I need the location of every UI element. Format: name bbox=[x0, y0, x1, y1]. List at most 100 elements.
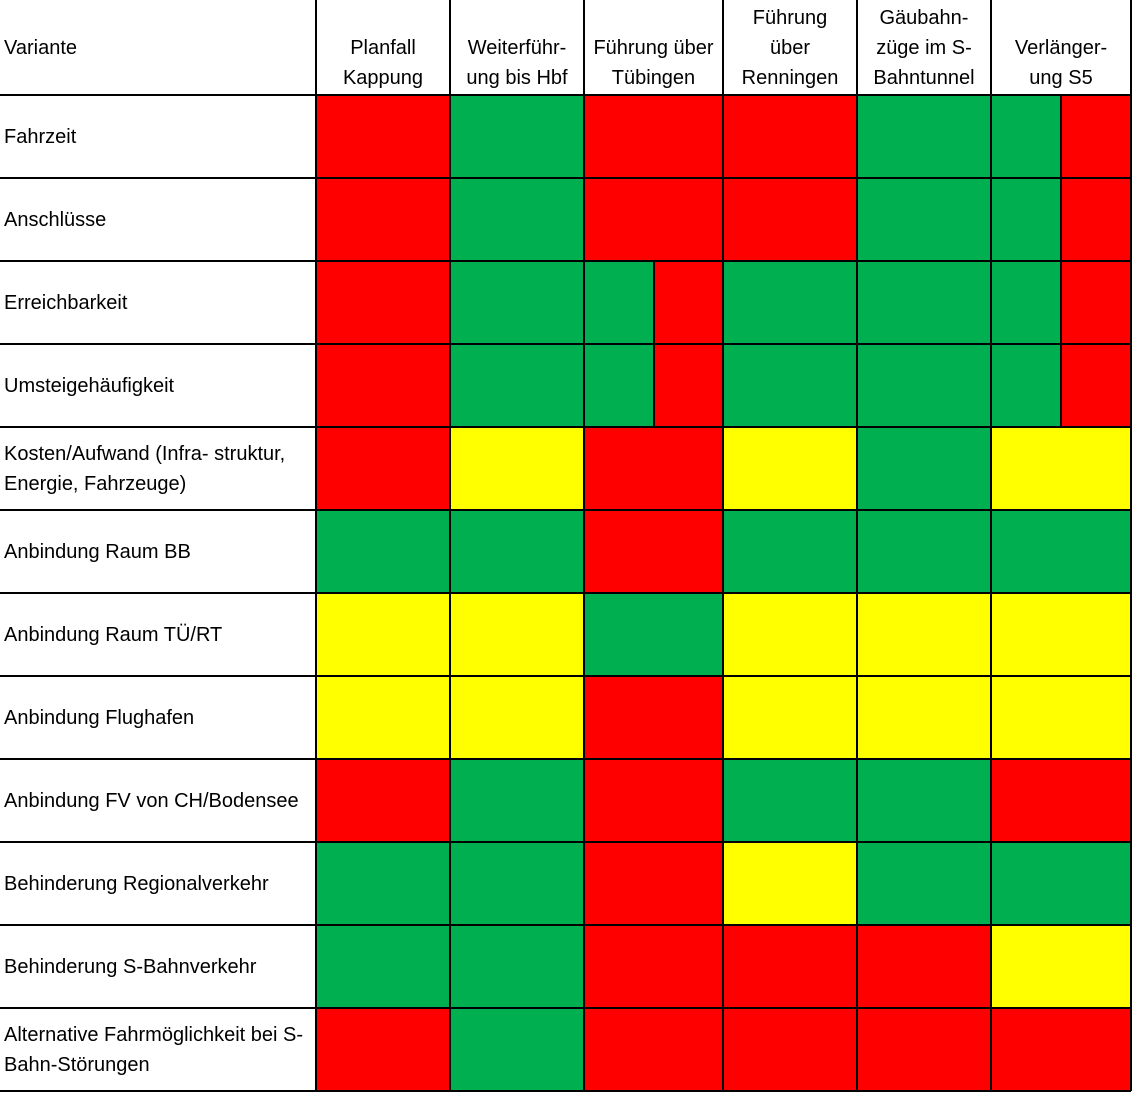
rating-cell-red bbox=[316, 344, 450, 427]
column-header-label: Gäubahn- züge im S- Bahntunnel bbox=[873, 7, 975, 89]
rating-cell-green bbox=[857, 95, 991, 178]
grid-hline bbox=[0, 592, 1131, 594]
rating-cell-green bbox=[723, 344, 857, 427]
rating-cell-yellow bbox=[991, 593, 1131, 676]
rating-cell-green bbox=[450, 344, 584, 427]
rating-cell-part-green bbox=[991, 261, 1061, 344]
row-label-6: Anbindung Raum BB bbox=[4, 540, 191, 563]
split-divider bbox=[653, 344, 655, 427]
row-label-10: Behinderung Regionalverkehr bbox=[4, 872, 269, 895]
rating-cell-green bbox=[857, 759, 991, 842]
rating-cell-yellow bbox=[450, 427, 584, 510]
grid-vline bbox=[1130, 0, 1132, 1091]
rating-cell-part-red bbox=[1061, 95, 1131, 178]
rating-cell-green bbox=[316, 510, 450, 593]
rating-cell-red bbox=[584, 178, 723, 261]
rating-cell-yellow bbox=[450, 676, 584, 759]
rating-cell-yellow bbox=[991, 427, 1131, 510]
split-divider bbox=[1060, 261, 1062, 344]
rating-cell-yellow bbox=[450, 593, 584, 676]
rating-cell-red bbox=[316, 427, 450, 510]
row-label-11: Behinderung S-Bahnverkehr bbox=[4, 955, 257, 978]
row-label-2: Anschlüsse bbox=[4, 208, 107, 231]
rating-cell-red bbox=[584, 95, 723, 178]
grid-vline bbox=[315, 0, 317, 1091]
column-header-label: Verlänger- ung S5 bbox=[1014, 37, 1108, 89]
grid-hline bbox=[0, 924, 1131, 926]
rating-cell-green bbox=[857, 510, 991, 593]
rating-cell-part-red bbox=[654, 344, 723, 427]
row-label-1: Fahrzeit bbox=[4, 125, 77, 148]
rating-cell-green bbox=[450, 925, 584, 1008]
column-header-1: Planfall Kappung bbox=[316, 0, 450, 95]
rating-cell-green bbox=[723, 261, 857, 344]
split-divider bbox=[653, 261, 655, 344]
rating-cell-red bbox=[723, 1008, 857, 1091]
rating-cell-red bbox=[723, 178, 857, 261]
rating-cell-red bbox=[316, 178, 450, 261]
rating-cell-green bbox=[723, 759, 857, 842]
rating-cell-red bbox=[991, 759, 1131, 842]
rating-cell-red bbox=[991, 1008, 1131, 1091]
row-label-12: Alternative Fahrmöglichkeit bei S- Bahn-… bbox=[4, 1023, 304, 1076]
rating-cell-part-green bbox=[991, 344, 1061, 427]
rating-cell-green bbox=[991, 510, 1131, 593]
grid-hline bbox=[0, 841, 1131, 843]
corner-header-variante: Variante bbox=[0, 0, 316, 95]
column-header-5: Gäubahn- züge im S- Bahntunnel bbox=[857, 0, 991, 95]
rating-cell-part-green bbox=[991, 178, 1061, 261]
rating-cell-yellow bbox=[857, 676, 991, 759]
rating-cell-green bbox=[584, 593, 723, 676]
rating-cell-part-green bbox=[991, 95, 1061, 178]
row-label-7: Anbindung Raum TÜ/RT bbox=[4, 623, 223, 646]
rating-cell-green bbox=[450, 95, 584, 178]
column-header-label: Führung über Tübingen bbox=[593, 37, 714, 89]
rating-cell-green bbox=[450, 759, 584, 842]
rating-cell-red bbox=[584, 759, 723, 842]
rating-cell-red bbox=[316, 759, 450, 842]
grid-hline bbox=[0, 1090, 1131, 1092]
rating-cell-green bbox=[857, 427, 991, 510]
row-label-9: Anbindung FV von CH/Bodensee bbox=[4, 789, 299, 812]
rating-cell-green bbox=[857, 842, 991, 925]
rating-cell-red bbox=[584, 676, 723, 759]
grid-hline bbox=[0, 260, 1131, 262]
rating-cell-red bbox=[316, 95, 450, 178]
rating-cell-yellow bbox=[316, 676, 450, 759]
grid-hline bbox=[0, 94, 1131, 96]
grid-vline bbox=[856, 0, 858, 1091]
rating-cell-green bbox=[450, 1008, 584, 1091]
split-divider bbox=[1060, 178, 1062, 261]
rating-cell-part-red bbox=[1061, 178, 1131, 261]
rating-cell-red bbox=[723, 95, 857, 178]
column-header-label: Planfall Kappung bbox=[342, 37, 424, 89]
column-header-3: Führung über Tübingen bbox=[584, 0, 723, 95]
row-label-8: Anbindung Flughafen bbox=[4, 706, 195, 729]
rating-cell-green bbox=[723, 510, 857, 593]
column-header-label: Führung über Renningen bbox=[741, 7, 839, 89]
rating-cell-yellow bbox=[723, 427, 857, 510]
rating-cell-green bbox=[450, 510, 584, 593]
row-label-3: Erreichbarkeit bbox=[4, 291, 128, 314]
rating-cell-red bbox=[584, 427, 723, 510]
rating-cell-part-red bbox=[654, 261, 723, 344]
rating-cell-green bbox=[450, 261, 584, 344]
rating-cell-green bbox=[857, 261, 991, 344]
column-header-label: Weiterführ- ung bis Hbf bbox=[466, 37, 568, 89]
column-header-6: Verlänger- ung S5 bbox=[991, 0, 1131, 95]
grid-hline bbox=[0, 426, 1131, 428]
grid-hline bbox=[0, 1007, 1131, 1009]
rating-cell-green bbox=[316, 925, 450, 1008]
rating-cell-red bbox=[584, 842, 723, 925]
grid-hline bbox=[0, 343, 1131, 345]
column-header-4: Führung über Renningen bbox=[723, 0, 857, 95]
column-header-2: Weiterführ- ung bis Hbf bbox=[450, 0, 584, 95]
rating-cell-red bbox=[316, 261, 450, 344]
row-label-4: Umsteigehäufigkeit bbox=[4, 374, 175, 397]
rating-cell-yellow bbox=[991, 925, 1131, 1008]
rating-cell-part-red bbox=[1061, 261, 1131, 344]
rating-cell-yellow bbox=[723, 842, 857, 925]
rating-cell-red bbox=[857, 925, 991, 1008]
grid-hline bbox=[0, 758, 1131, 760]
